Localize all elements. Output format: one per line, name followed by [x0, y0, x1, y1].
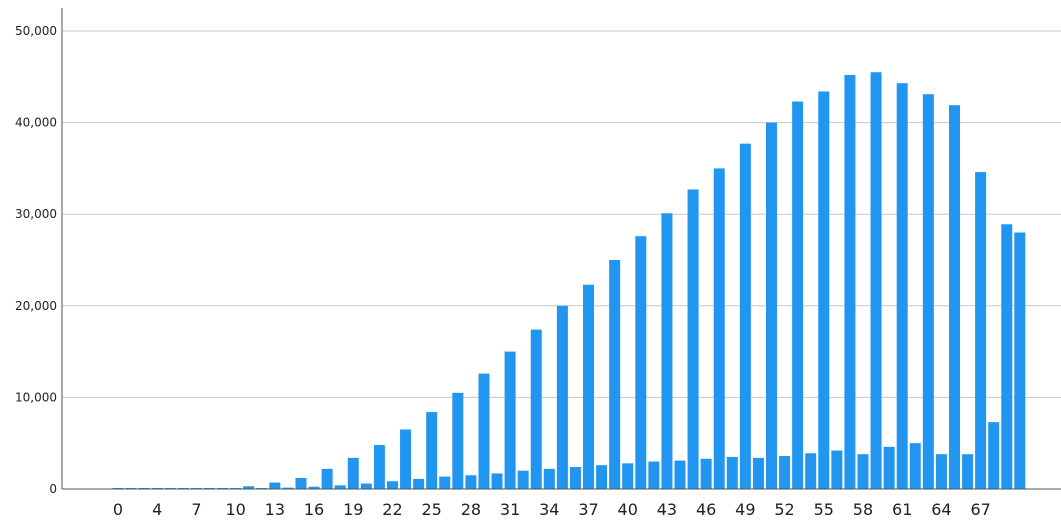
bar: [870, 72, 882, 489]
bar: [243, 486, 255, 489]
y-tick-label: 10,000: [15, 390, 57, 404]
bar: [948, 105, 960, 490]
bar: [648, 461, 660, 489]
bar: [661, 213, 673, 489]
x-tick-label: 4: [152, 500, 162, 519]
x-tick-label: 55: [814, 500, 834, 519]
y-tick-label: 30,000: [15, 207, 57, 221]
bar: [713, 168, 725, 489]
bar: [857, 454, 869, 489]
x-axis-tick-labels: 0 4 7 10 13 16 19 22 25 28 31 34 37 40 43 46 49 52 55 58 61 6…: [113, 500, 991, 519]
x-tick-label: 13: [265, 500, 285, 519]
x-tick-label: 25: [422, 500, 442, 519]
bar: [321, 468, 333, 489]
bar: [726, 456, 738, 489]
bar: [1001, 224, 1013, 489]
bar: [635, 236, 647, 489]
bar: [831, 450, 843, 489]
x-tick-label: 0: [113, 500, 123, 519]
bar: [700, 458, 712, 489]
bar: [282, 487, 294, 489]
bar: [413, 478, 425, 489]
y-tick-label: 0: [49, 482, 57, 496]
bar: [909, 443, 921, 489]
y-tick-label: 50,000: [15, 24, 57, 38]
bar: [517, 470, 529, 489]
bar: [465, 475, 477, 489]
bar: [922, 94, 934, 489]
bar: [896, 83, 908, 489]
bar: [844, 74, 856, 489]
gridlines: [62, 30, 1061, 398]
x-tick-label: 37: [578, 500, 598, 519]
bar: [622, 463, 634, 489]
bar: [975, 172, 987, 489]
bar: [792, 101, 804, 490]
x-tick-label: 28: [461, 500, 481, 519]
bar: [1014, 232, 1026, 489]
bar: [569, 467, 581, 489]
x-tick-label: 46: [696, 500, 716, 519]
bar: [596, 465, 608, 489]
bar: [935, 454, 947, 489]
bar: [386, 481, 398, 489]
bar: [400, 429, 412, 489]
bar: [674, 460, 686, 489]
bar: [962, 454, 974, 489]
bar: [779, 456, 791, 489]
axes: [61, 8, 1061, 490]
bar: [295, 478, 307, 489]
x-tick-label: 10: [225, 500, 245, 519]
bar: [609, 260, 621, 489]
x-tick-label: 64: [931, 500, 951, 519]
bar: [687, 189, 699, 489]
bar: [556, 305, 568, 489]
x-tick-label: 34: [539, 500, 559, 519]
bar: [452, 392, 464, 489]
x-tick-label: 52: [774, 500, 794, 519]
bar: [883, 446, 895, 489]
x-tick-label: 43: [657, 500, 677, 519]
x-tick-label: 61: [892, 500, 912, 519]
bar: [766, 122, 777, 489]
bar: [478, 373, 490, 489]
y-axis-tick-labels: 0 10,000 20,000 30,000 40,000 50,000: [15, 24, 57, 496]
bar: [530, 329, 542, 489]
bar: [491, 473, 503, 489]
bar: [360, 483, 372, 489]
bar: [334, 485, 346, 489]
bars: [112, 72, 1026, 490]
bar: [988, 422, 1000, 489]
x-tick-label: 22: [382, 500, 402, 519]
x-tick-label: 19: [343, 500, 363, 519]
x-tick-label: 67: [970, 500, 990, 519]
bar: [373, 445, 385, 489]
bar: [752, 457, 764, 489]
bar: [739, 143, 751, 489]
y-tick-label: 40,000: [15, 116, 57, 130]
x-tick-label: 40: [618, 500, 638, 519]
bar: [426, 412, 438, 489]
x-tick-label: 16: [304, 500, 324, 519]
bar: [347, 457, 359, 489]
bar: [583, 284, 595, 489]
x-tick-label: 7: [191, 500, 201, 519]
y-tick-label: 20,000: [15, 299, 57, 313]
bar: [439, 476, 451, 489]
bar: [805, 453, 817, 489]
bar: [308, 486, 320, 489]
bar: [269, 482, 281, 489]
x-tick-label: 49: [735, 500, 755, 519]
x-tick-label: 31: [500, 500, 520, 519]
bar: [543, 468, 555, 489]
bar: [818, 91, 830, 490]
x-tick-label: 58: [853, 500, 873, 519]
bar: [504, 351, 516, 489]
